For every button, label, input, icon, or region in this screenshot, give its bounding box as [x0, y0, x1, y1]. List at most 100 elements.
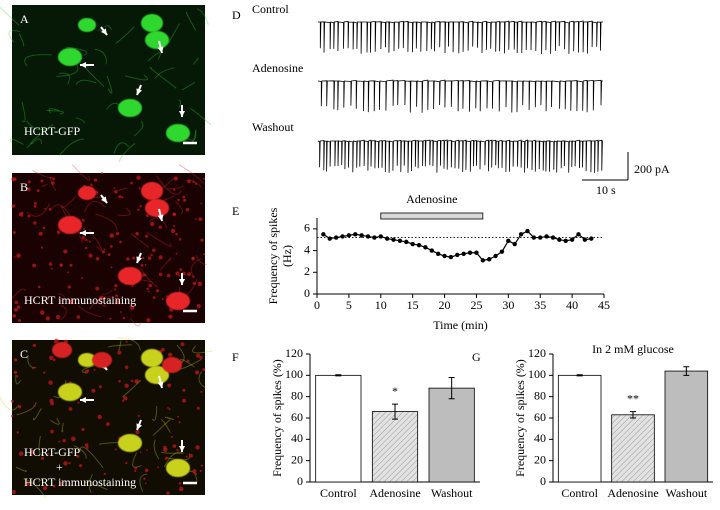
panel-label: E — [232, 204, 239, 218]
speck — [148, 291, 150, 293]
scale-label: 200 pA — [634, 162, 670, 176]
y-tick-label: 120 — [528, 346, 546, 360]
speck — [126, 257, 130, 261]
data-point — [321, 232, 325, 236]
speck — [179, 421, 181, 423]
speck — [175, 233, 178, 236]
speck — [85, 443, 89, 447]
data-point — [423, 245, 427, 249]
speck — [12, 490, 16, 494]
speck — [171, 436, 173, 438]
speck — [57, 231, 60, 234]
data-point — [474, 251, 478, 255]
speck — [32, 264, 36, 268]
data-point — [519, 232, 523, 236]
speck — [14, 256, 16, 258]
speck — [12, 204, 15, 207]
speck — [68, 462, 70, 464]
speck — [78, 402, 80, 404]
y-axis-label: Frequency of spikes (%) — [513, 359, 527, 477]
speck — [125, 366, 128, 369]
speck — [28, 215, 31, 218]
cell — [145, 31, 169, 49]
speck — [90, 184, 93, 187]
speck — [120, 311, 122, 313]
data-point — [493, 254, 497, 258]
data-point — [576, 232, 580, 236]
cell — [78, 186, 96, 200]
speck — [49, 208, 52, 211]
y-axis-label: Frequency of spikes (%) — [270, 359, 284, 477]
speck — [146, 214, 149, 217]
speck — [173, 189, 175, 191]
speck — [88, 254, 92, 258]
speck — [173, 444, 177, 448]
speck — [181, 342, 185, 346]
data-point — [570, 238, 574, 242]
speck — [97, 415, 101, 419]
speck — [116, 232, 119, 235]
chart-title: In 2 mM glucose — [592, 342, 674, 356]
cell — [78, 18, 96, 32]
data-point — [379, 234, 383, 238]
x-axis-label: Time (min) — [433, 318, 488, 332]
speck — [32, 367, 34, 369]
speck — [179, 487, 183, 491]
data-point — [334, 235, 338, 239]
speck — [50, 430, 54, 434]
speck — [159, 273, 162, 276]
speck — [76, 315, 80, 319]
speck — [156, 289, 159, 292]
speck — [17, 431, 19, 433]
speck — [94, 178, 97, 181]
speck — [53, 358, 56, 361]
y-tick-label: 100 — [285, 367, 303, 381]
y-axis-label: (Hz) — [280, 245, 294, 267]
micrograph-a — [0, 5, 211, 162]
speck — [177, 199, 179, 201]
speck — [113, 187, 115, 189]
speck — [157, 466, 159, 468]
image-caption: HCRT immunostaining — [24, 293, 136, 307]
speck — [146, 318, 150, 322]
data-point — [442, 254, 446, 258]
speck — [85, 247, 87, 249]
speck — [62, 439, 65, 442]
speck — [198, 282, 202, 286]
speck — [99, 385, 102, 388]
cell — [141, 14, 163, 32]
data-point — [481, 258, 485, 262]
treatment-bar — [381, 213, 483, 219]
x-tick-label: Adenosine — [607, 486, 658, 500]
speck — [138, 187, 140, 189]
speck — [111, 266, 113, 268]
speck — [63, 461, 67, 465]
bar — [372, 412, 417, 482]
speck — [162, 298, 164, 300]
speck — [33, 344, 36, 347]
speck — [18, 405, 21, 408]
x-tick-label: 30 — [502, 298, 514, 312]
speck — [34, 202, 37, 205]
speck — [13, 177, 17, 181]
x-tick-label: 25 — [470, 298, 482, 312]
speck — [82, 236, 86, 240]
x-tick-label: 5 — [346, 298, 352, 312]
speck — [134, 466, 137, 469]
speck — [195, 445, 199, 449]
bar — [665, 371, 708, 482]
image-caption: HCRT immunostaining — [24, 475, 136, 489]
speck — [179, 482, 182, 485]
x-tick-label: 40 — [566, 298, 578, 312]
speck — [200, 239, 203, 242]
y-tick-label: 20 — [291, 452, 303, 466]
speck — [58, 441, 60, 443]
speck — [40, 179, 43, 182]
speck — [187, 272, 191, 276]
speck — [134, 470, 136, 472]
speck — [118, 195, 121, 198]
speck — [177, 416, 179, 418]
panel-label: F — [232, 350, 239, 364]
cell — [118, 99, 142, 117]
cell — [58, 383, 82, 401]
